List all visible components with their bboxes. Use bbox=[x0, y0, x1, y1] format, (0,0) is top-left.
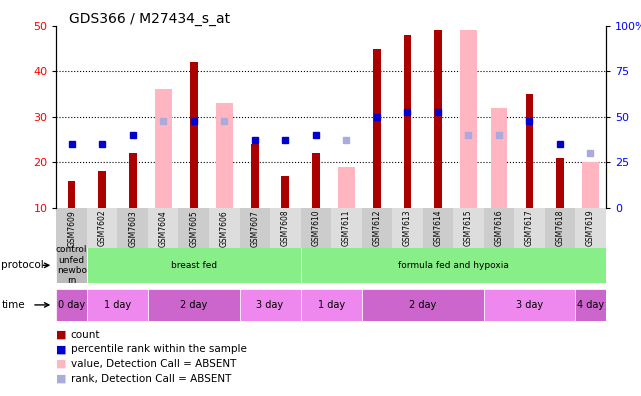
Bar bbox=[117, 208, 148, 271]
Text: rank, Detection Call = ABSENT: rank, Detection Call = ABSENT bbox=[71, 373, 231, 384]
Text: 2 day: 2 day bbox=[180, 300, 208, 310]
Text: value, Detection Call = ABSENT: value, Detection Call = ABSENT bbox=[71, 359, 236, 369]
Text: 1 day: 1 day bbox=[317, 300, 345, 310]
Text: GSM7608: GSM7608 bbox=[281, 210, 290, 246]
Text: 0 day: 0 day bbox=[58, 300, 85, 310]
Bar bbox=[178, 208, 209, 271]
Text: GSM7617: GSM7617 bbox=[525, 210, 534, 246]
Text: GSM7607: GSM7607 bbox=[250, 210, 259, 247]
Text: ■: ■ bbox=[56, 359, 67, 369]
Text: GSM7602: GSM7602 bbox=[97, 210, 106, 246]
Bar bbox=[87, 208, 117, 271]
Bar bbox=[240, 208, 270, 271]
Text: 4 day: 4 day bbox=[577, 300, 604, 310]
Bar bbox=[301, 208, 331, 271]
Bar bbox=[575, 208, 606, 271]
Text: protocol: protocol bbox=[1, 260, 44, 270]
Text: time: time bbox=[1, 300, 25, 310]
Bar bbox=[556, 158, 564, 208]
Bar bbox=[148, 208, 178, 271]
Bar bbox=[434, 30, 442, 208]
Bar bbox=[68, 181, 76, 208]
Bar bbox=[582, 162, 599, 208]
Bar bbox=[148, 289, 240, 321]
Text: breast fed: breast fed bbox=[171, 261, 217, 270]
Bar bbox=[526, 94, 533, 208]
Bar bbox=[281, 176, 289, 208]
Bar bbox=[392, 208, 422, 271]
Bar bbox=[301, 289, 362, 321]
Text: GSM7611: GSM7611 bbox=[342, 210, 351, 246]
Bar bbox=[56, 289, 87, 321]
Bar bbox=[331, 208, 362, 271]
Bar bbox=[190, 62, 197, 208]
Bar bbox=[404, 35, 411, 208]
Bar bbox=[301, 248, 606, 283]
Text: formula fed and hypoxia: formula fed and hypoxia bbox=[397, 261, 508, 270]
Bar bbox=[514, 208, 545, 271]
Text: GSM7613: GSM7613 bbox=[403, 210, 412, 246]
Text: GSM7615: GSM7615 bbox=[464, 210, 473, 246]
Text: GSM7605: GSM7605 bbox=[189, 210, 198, 247]
Text: control
unfed
newbo
rn: control unfed newbo rn bbox=[56, 245, 87, 286]
Text: 3 day: 3 day bbox=[256, 300, 283, 310]
Text: GSM7612: GSM7612 bbox=[372, 210, 381, 246]
Text: GSM7610: GSM7610 bbox=[312, 210, 320, 246]
Bar bbox=[312, 153, 320, 208]
Bar bbox=[56, 208, 87, 271]
Bar bbox=[240, 289, 301, 321]
Bar bbox=[87, 289, 148, 321]
Bar bbox=[484, 289, 575, 321]
Bar bbox=[362, 289, 484, 321]
Text: GSM7616: GSM7616 bbox=[494, 210, 503, 246]
Bar bbox=[338, 167, 354, 208]
Text: 3 day: 3 day bbox=[516, 300, 543, 310]
Text: 2 day: 2 day bbox=[409, 300, 437, 310]
Bar bbox=[460, 30, 477, 208]
Bar bbox=[270, 208, 301, 271]
Bar bbox=[490, 108, 507, 208]
Bar bbox=[453, 208, 484, 271]
Bar bbox=[545, 208, 575, 271]
Bar bbox=[575, 289, 606, 321]
Text: ■: ■ bbox=[56, 344, 67, 354]
Text: GDS366 / M27434_s_at: GDS366 / M27434_s_at bbox=[69, 12, 230, 26]
Text: 1 day: 1 day bbox=[104, 300, 131, 310]
Bar bbox=[484, 208, 514, 271]
Text: ■: ■ bbox=[56, 329, 67, 340]
Text: GSM7609: GSM7609 bbox=[67, 210, 76, 247]
Bar bbox=[87, 248, 301, 283]
Bar bbox=[422, 208, 453, 271]
Text: GSM7618: GSM7618 bbox=[556, 210, 565, 246]
Text: percentile rank within the sample: percentile rank within the sample bbox=[71, 344, 246, 354]
Bar bbox=[362, 208, 392, 271]
Bar bbox=[373, 48, 381, 208]
Text: count: count bbox=[71, 329, 100, 340]
Bar bbox=[56, 248, 87, 283]
Bar bbox=[98, 171, 106, 208]
Text: GSM7614: GSM7614 bbox=[433, 210, 442, 246]
Bar bbox=[129, 153, 137, 208]
Bar bbox=[209, 208, 240, 271]
Text: GSM7606: GSM7606 bbox=[220, 210, 229, 247]
Text: GSM7619: GSM7619 bbox=[586, 210, 595, 246]
Text: ■: ■ bbox=[56, 373, 67, 384]
Bar bbox=[155, 89, 172, 208]
Bar bbox=[251, 144, 258, 208]
Bar bbox=[216, 103, 233, 208]
Text: GSM7604: GSM7604 bbox=[159, 210, 168, 247]
Text: GSM7603: GSM7603 bbox=[128, 210, 137, 247]
